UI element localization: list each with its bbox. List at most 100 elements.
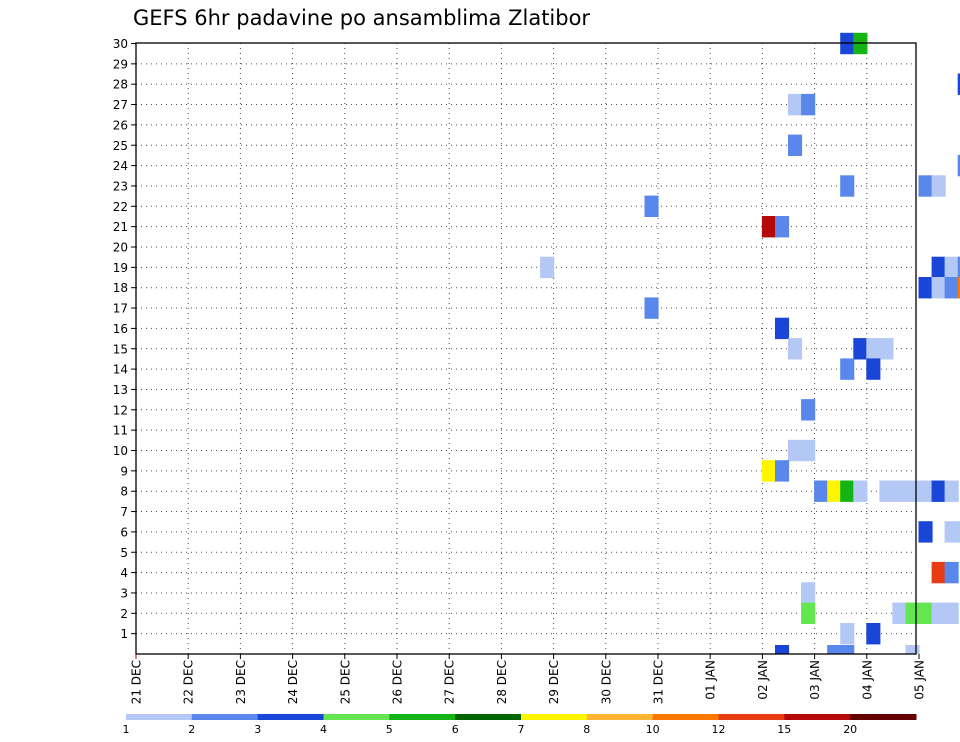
y-tick-label: 13: [113, 383, 128, 397]
y-tick-label: 24: [113, 159, 128, 173]
precip-cell: [840, 645, 855, 654]
precip-cell: [944, 521, 959, 543]
precip-cell: [931, 277, 946, 299]
colorbar-swatch: [191, 714, 259, 720]
colorbar-label: 2: [188, 723, 195, 736]
colorbar-label: 12: [712, 723, 726, 736]
colorbar-swatch: [718, 714, 785, 720]
y-tick-label: 9: [120, 464, 128, 478]
precip-cell: [775, 460, 790, 482]
colorbar-label: 10: [646, 723, 660, 736]
precip-cell: [801, 399, 816, 421]
colorbar-swatch: [323, 714, 390, 720]
y-tick-label: 7: [120, 505, 128, 519]
precip-cell: [957, 521, 960, 543]
colorbar-label: 20: [843, 723, 857, 736]
precip-cell: [644, 297, 659, 319]
precip-cell: [540, 256, 555, 279]
x-tick-label: 26 DEC: [391, 660, 405, 704]
x-tick-label: 01 JAN: [704, 660, 718, 700]
precip-cell: [761, 216, 776, 238]
x-tick-label: 02 JAN: [756, 660, 770, 700]
precip-cell: [775, 645, 790, 654]
colorbar-swatch: [126, 714, 193, 720]
x-tick-label: 22 DEC: [182, 660, 196, 704]
y-tick-label: 25: [113, 139, 128, 153]
precip-cell: [957, 277, 960, 299]
y-tick-label: 27: [113, 98, 128, 112]
precip-cell: [853, 338, 868, 360]
x-tick-label: 27 DEC: [443, 660, 457, 704]
precip-cell: [775, 317, 790, 340]
precip-cell: [761, 460, 776, 482]
colorbar-swatch: [389, 714, 456, 720]
precip-cell: [905, 480, 920, 502]
precip-cell: [892, 602, 907, 624]
y-tick-label: 16: [113, 322, 128, 336]
colorbar-label: 15: [777, 723, 791, 736]
y-tick-label: 3: [120, 586, 128, 600]
precip-cell: [644, 195, 659, 217]
precip-cell: [853, 480, 868, 502]
y-tick-label: 2: [120, 607, 128, 621]
colorbar-label: 6: [452, 723, 459, 736]
y-tick-label: 21: [113, 220, 128, 234]
precip-cell: [918, 175, 933, 197]
colorbar-swatch: [784, 714, 851, 720]
x-tick-label: 21 DEC: [130, 660, 144, 704]
colorbar-swatch: [652, 714, 719, 720]
x-tick-label: 30 DEC: [599, 660, 613, 704]
y-tick-label: 22: [113, 200, 128, 214]
precip-cell: [892, 480, 907, 502]
precip-cell: [905, 645, 920, 654]
precip-cell: [944, 256, 959, 279]
precip-cell: [957, 154, 960, 177]
x-tick-label: 04 JAN: [860, 660, 874, 700]
precip-cell: [918, 602, 933, 624]
x-tick-label: 23 DEC: [234, 660, 248, 704]
precip-cell: [957, 256, 960, 279]
y-tick-label: 26: [113, 118, 128, 132]
y-tick-label: 10: [113, 444, 128, 458]
precip-cell: [918, 521, 933, 543]
precip-cell: [866, 358, 881, 380]
precip-cell: [788, 134, 803, 156]
y-tick-label: 30: [113, 37, 128, 51]
y-tick-label: 14: [113, 363, 128, 377]
x-tick-label: 24 DEC: [286, 660, 300, 704]
y-tick-label: 29: [113, 57, 128, 71]
colorbar-label: 5: [386, 723, 393, 736]
colorbar-swatch: [521, 714, 588, 720]
y-tick-label: 1: [120, 627, 128, 641]
y-tick-label: 23: [113, 179, 128, 193]
x-tick-label: 25 DEC: [338, 660, 352, 704]
y-tick-label: 4: [120, 566, 128, 580]
precip-cell: [918, 480, 933, 502]
precip-cell: [775, 216, 790, 238]
precip-cell: [840, 175, 855, 197]
colorbar-label: 7: [518, 723, 525, 736]
colorbar-swatch: [455, 714, 522, 720]
y-tick-label: 6: [120, 525, 128, 539]
precip-cell: [866, 623, 881, 645]
precip-cell: [931, 561, 946, 584]
y-tick-label: 18: [113, 281, 128, 295]
x-tick-label: 29 DEC: [547, 660, 561, 704]
y-tick-label: 28: [113, 78, 128, 92]
precip-cell: [931, 602, 946, 624]
precip-cell: [801, 93, 816, 116]
grid-lines: [136, 43, 916, 654]
precip-cell: [944, 480, 959, 502]
precip-cell: [957, 73, 960, 95]
precip-cell: [905, 602, 920, 624]
y-tick-label: 12: [113, 403, 128, 417]
colorbar-swatch: [586, 714, 654, 720]
precip-cell: [788, 439, 803, 462]
chart-title: GEFS 6hr padavine po ansamblima Zlatibor: [133, 6, 591, 30]
precip-cell: [801, 439, 816, 462]
precip-cell: [827, 480, 842, 502]
y-tick-label: 19: [113, 261, 128, 275]
precip-cell: [944, 602, 959, 624]
colorbar-label: 1: [123, 723, 130, 736]
precip-cell: [879, 338, 894, 360]
